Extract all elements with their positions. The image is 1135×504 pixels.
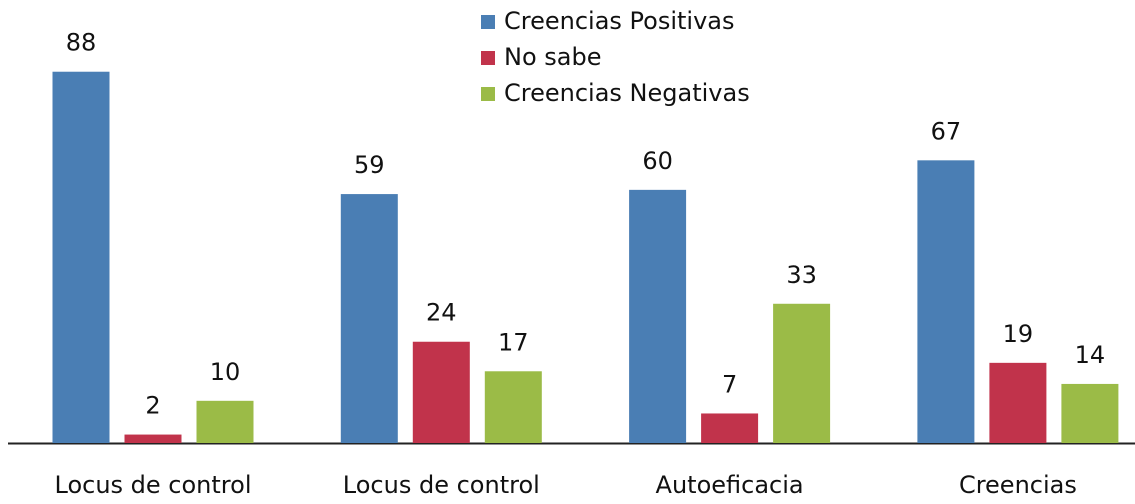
bar (701, 413, 759, 443)
bar (412, 341, 470, 443)
data-label: 67 (931, 117, 962, 145)
data-label: 10 (210, 358, 241, 386)
legend-label: Creencias Positivas (504, 7, 735, 35)
data-label: 24 (426, 299, 457, 327)
bar (989, 362, 1047, 443)
x-tick-label: Locus de control (55, 471, 252, 499)
bar (340, 194, 398, 443)
data-label: 7 (722, 370, 737, 398)
data-label: 60 (642, 147, 673, 175)
data-label: 17 (498, 328, 529, 356)
bar (124, 434, 182, 443)
x-tick-label: Locus de control (343, 471, 540, 499)
legend-swatch (481, 15, 495, 29)
legend-label: No sabe (504, 43, 601, 71)
bar (196, 400, 254, 443)
bar (917, 160, 975, 444)
data-label: 14 (1075, 341, 1106, 369)
legend-swatch (481, 51, 495, 65)
data-label: 2 (145, 392, 160, 420)
data-label: 88 (66, 29, 97, 57)
bar (773, 303, 831, 443)
data-label: 19 (1003, 320, 1034, 348)
legend-swatch (481, 87, 495, 101)
bar (629, 189, 687, 443)
bar (1061, 383, 1119, 443)
bar (484, 371, 542, 443)
data-label: 33 (786, 261, 817, 289)
data-label: 59 (354, 151, 385, 179)
x-tick-label: Autoeficacia (656, 471, 804, 499)
bar (52, 71, 110, 443)
x-tick-label: Creencias (959, 471, 1077, 499)
legend-label: Creencias Negativas (504, 79, 750, 107)
